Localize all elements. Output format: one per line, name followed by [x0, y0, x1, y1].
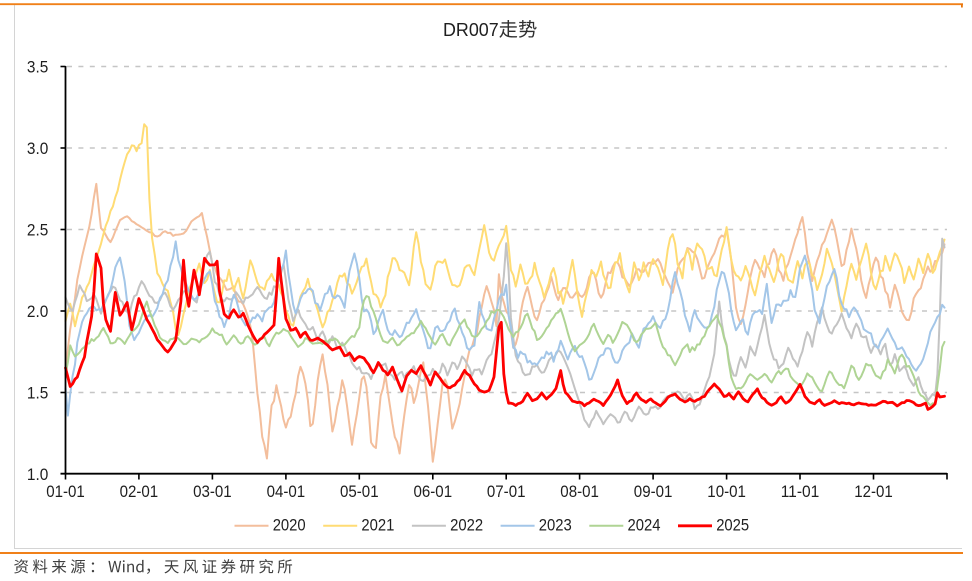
svg-text:2.0: 2.0 [27, 302, 48, 321]
svg-text:08-01: 08-01 [560, 482, 599, 501]
svg-text:3.5: 3.5 [27, 58, 48, 77]
svg-text:06-01: 06-01 [414, 482, 453, 501]
svg-text:2023: 2023 [539, 515, 572, 534]
svg-text:01-01: 01-01 [46, 482, 85, 501]
svg-text:12-01: 12-01 [854, 482, 893, 501]
svg-text:07-01: 07-01 [487, 482, 526, 501]
svg-text:04-01: 04-01 [267, 482, 306, 501]
svg-text:02-01: 02-01 [120, 482, 159, 501]
svg-text:2021: 2021 [361, 515, 394, 534]
svg-text:2022: 2022 [450, 515, 483, 534]
svg-text:05-01: 05-01 [340, 482, 379, 501]
svg-text:10-01: 10-01 [707, 482, 746, 501]
svg-text:2.5: 2.5 [27, 221, 48, 240]
svg-text:3.0: 3.0 [27, 139, 48, 158]
svg-text:DR007: DR007 [443, 19, 499, 40]
svg-text:1.5: 1.5 [27, 384, 48, 403]
svg-text:11-01: 11-01 [781, 482, 820, 501]
svg-text:2020: 2020 [273, 515, 306, 534]
svg-text:03-01: 03-01 [193, 482, 232, 501]
svg-text:09-01: 09-01 [634, 482, 673, 501]
svg-text:1.0: 1.0 [27, 465, 48, 484]
svg-text:2024: 2024 [628, 515, 661, 534]
svg-text:2025: 2025 [716, 515, 749, 534]
